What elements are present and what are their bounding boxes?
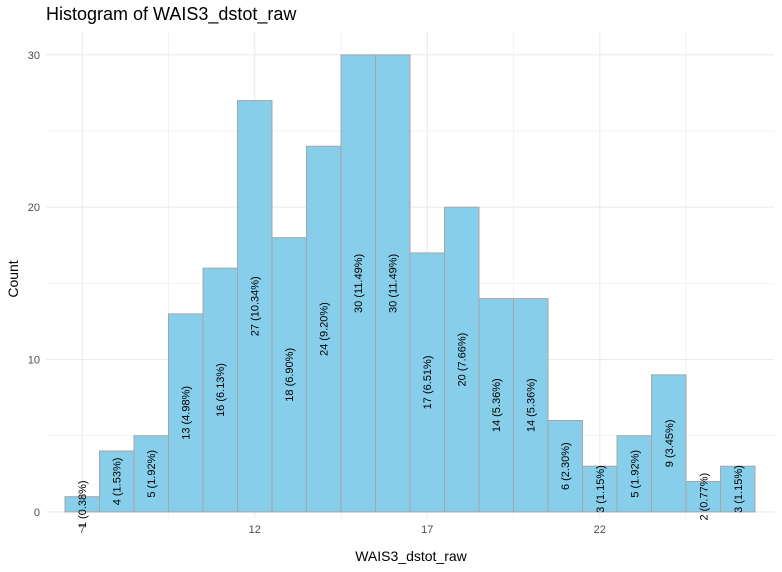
y-axis-title: Count — [5, 260, 21, 297]
x-tick-label: 22 — [594, 524, 606, 536]
bar-label: 14 (5.36%) — [491, 378, 503, 432]
bar-label: 6 (2.30%) — [560, 442, 572, 490]
x-tick-label: 12 — [249, 524, 261, 536]
y-tick-label: 20 — [28, 202, 40, 214]
histogram-bar — [478, 298, 515, 513]
x-axis-title: WAIS3_dstot_raw — [355, 548, 467, 564]
bar-label: 16 (6.13%) — [215, 363, 227, 417]
y-tick-label: 0 — [34, 507, 40, 519]
histogram-bar — [202, 267, 238, 513]
histogram-bar — [236, 100, 273, 513]
histogram-bar — [444, 206, 480, 513]
bar-label: 30 (11.49%) — [388, 254, 400, 313]
x-tick-label: 7 — [79, 524, 85, 536]
bar-labels: 1 (0.38%) 4 (1.53%) 5 (1.92%) 13 (4.98%) 16 … — [77, 254, 745, 528]
bar-label: 4 (1.53%) — [112, 458, 124, 506]
bar-label: 3 (1.15%) — [733, 465, 745, 513]
bar-label: 17 (6.51%) — [422, 356, 434, 410]
histogram-bar — [685, 480, 722, 513]
histogram-bar — [720, 465, 756, 513]
bar-label: 13 (4.98%) — [181, 386, 193, 440]
histogram-bar — [513, 298, 549, 513]
y-axis-ticks: 0 10 20 30 — [28, 50, 40, 519]
bar-label: 5 (1.92%) — [146, 450, 158, 498]
histogram-bar — [133, 435, 169, 513]
bar-label: 20 (7.66%) — [457, 333, 469, 387]
histogram-bar — [582, 465, 618, 513]
histogram-bar — [374, 54, 411, 513]
bar-label: 1 (0.38%) — [77, 480, 89, 528]
y-tick-label: 10 — [28, 355, 40, 367]
bar-label: 24 (9.20%) — [319, 302, 331, 356]
bar-label: 30 (11.49%) — [353, 254, 365, 313]
bar-label: 14 (5.36%) — [526, 378, 538, 432]
chart-title: Histogram of WAIS3_dstot_raw — [46, 4, 297, 24]
histogram-bar — [547, 419, 584, 513]
bar-label: 2 (0.77%) — [698, 473, 710, 521]
histogram-bar — [651, 374, 687, 513]
bar-label: 3 (1.15%) — [595, 465, 607, 513]
histogram-bar — [616, 435, 653, 513]
bar-label: 5 (1.92%) — [629, 450, 641, 498]
histogram-bar — [305, 145, 342, 513]
bar-label: 18 (6.90%) — [284, 348, 296, 402]
x-tick-label: 17 — [421, 524, 433, 536]
bars — [64, 54, 756, 513]
histogram-bar — [409, 252, 446, 513]
bar-label: 27 (10.34%) — [250, 276, 262, 336]
histogram-bar — [340, 54, 376, 513]
bar-label: 9 (3.45%) — [664, 419, 676, 467]
y-tick-label: 30 — [28, 50, 40, 62]
x-axis-ticks: 7 12 17 22 — [79, 524, 606, 536]
histogram-bar — [167, 313, 204, 513]
